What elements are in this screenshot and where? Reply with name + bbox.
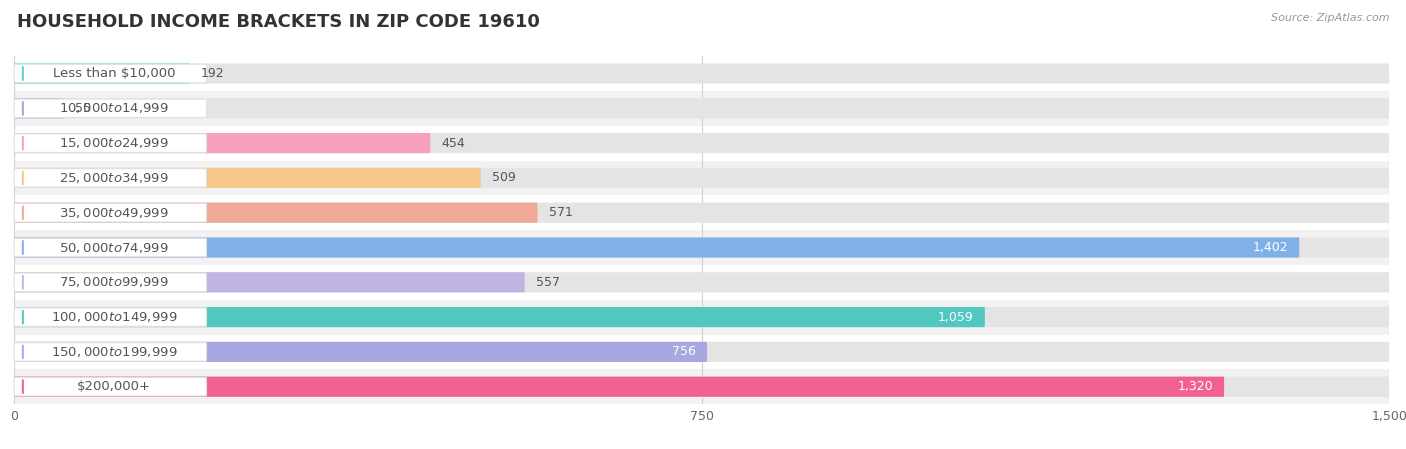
Text: $75,000 to $99,999: $75,000 to $99,999 xyxy=(59,275,169,289)
Bar xyxy=(14,126,1389,161)
FancyBboxPatch shape xyxy=(14,308,207,326)
Bar xyxy=(14,195,1389,230)
FancyBboxPatch shape xyxy=(14,307,984,327)
Text: $25,000 to $34,999: $25,000 to $34,999 xyxy=(59,171,169,185)
FancyBboxPatch shape xyxy=(14,169,207,187)
Bar xyxy=(14,369,1389,404)
Text: 55: 55 xyxy=(76,102,91,115)
Text: $35,000 to $49,999: $35,000 to $49,999 xyxy=(59,206,169,220)
FancyBboxPatch shape xyxy=(14,98,65,119)
Bar xyxy=(14,335,1389,369)
Bar xyxy=(14,160,1389,195)
FancyBboxPatch shape xyxy=(14,202,1389,223)
Text: 454: 454 xyxy=(441,136,465,150)
FancyBboxPatch shape xyxy=(14,133,1389,153)
Text: 509: 509 xyxy=(492,172,516,185)
FancyBboxPatch shape xyxy=(14,342,1389,362)
FancyBboxPatch shape xyxy=(14,378,207,396)
FancyBboxPatch shape xyxy=(14,98,1389,119)
Text: $50,000 to $74,999: $50,000 to $74,999 xyxy=(59,241,169,255)
FancyBboxPatch shape xyxy=(14,307,1389,327)
FancyBboxPatch shape xyxy=(14,134,207,152)
Text: Source: ZipAtlas.com: Source: ZipAtlas.com xyxy=(1271,13,1389,23)
FancyBboxPatch shape xyxy=(14,342,707,362)
FancyBboxPatch shape xyxy=(14,377,1389,397)
FancyBboxPatch shape xyxy=(14,168,1389,188)
Text: 756: 756 xyxy=(672,345,696,358)
Text: $200,000+: $200,000+ xyxy=(77,380,152,393)
FancyBboxPatch shape xyxy=(14,272,524,292)
Text: 1,059: 1,059 xyxy=(938,311,974,324)
Bar xyxy=(14,300,1389,335)
FancyBboxPatch shape xyxy=(14,343,207,361)
FancyBboxPatch shape xyxy=(14,238,1389,258)
FancyBboxPatch shape xyxy=(14,133,430,153)
Text: HOUSEHOLD INCOME BRACKETS IN ZIP CODE 19610: HOUSEHOLD INCOME BRACKETS IN ZIP CODE 19… xyxy=(17,13,540,31)
FancyBboxPatch shape xyxy=(14,64,207,83)
Text: Less than $10,000: Less than $10,000 xyxy=(53,67,176,80)
Bar xyxy=(14,265,1389,300)
Text: $10,000 to $14,999: $10,000 to $14,999 xyxy=(59,101,169,115)
Bar xyxy=(14,56,1389,91)
FancyBboxPatch shape xyxy=(14,377,1225,397)
Text: 557: 557 xyxy=(536,276,560,289)
FancyBboxPatch shape xyxy=(14,63,1389,84)
FancyBboxPatch shape xyxy=(14,273,207,291)
FancyBboxPatch shape xyxy=(14,202,537,223)
FancyBboxPatch shape xyxy=(14,238,207,257)
Text: 571: 571 xyxy=(548,206,572,219)
Text: 1,402: 1,402 xyxy=(1253,241,1288,254)
Text: $100,000 to $149,999: $100,000 to $149,999 xyxy=(51,310,177,324)
FancyBboxPatch shape xyxy=(14,203,207,222)
FancyBboxPatch shape xyxy=(14,272,1389,292)
Text: $15,000 to $24,999: $15,000 to $24,999 xyxy=(59,136,169,150)
FancyBboxPatch shape xyxy=(14,99,207,118)
Bar xyxy=(14,230,1389,265)
FancyBboxPatch shape xyxy=(14,238,1299,258)
Bar xyxy=(14,91,1389,126)
Text: $150,000 to $199,999: $150,000 to $199,999 xyxy=(51,345,177,359)
FancyBboxPatch shape xyxy=(14,168,481,188)
Text: 1,320: 1,320 xyxy=(1177,380,1213,393)
FancyBboxPatch shape xyxy=(14,63,190,84)
Text: 192: 192 xyxy=(201,67,225,80)
